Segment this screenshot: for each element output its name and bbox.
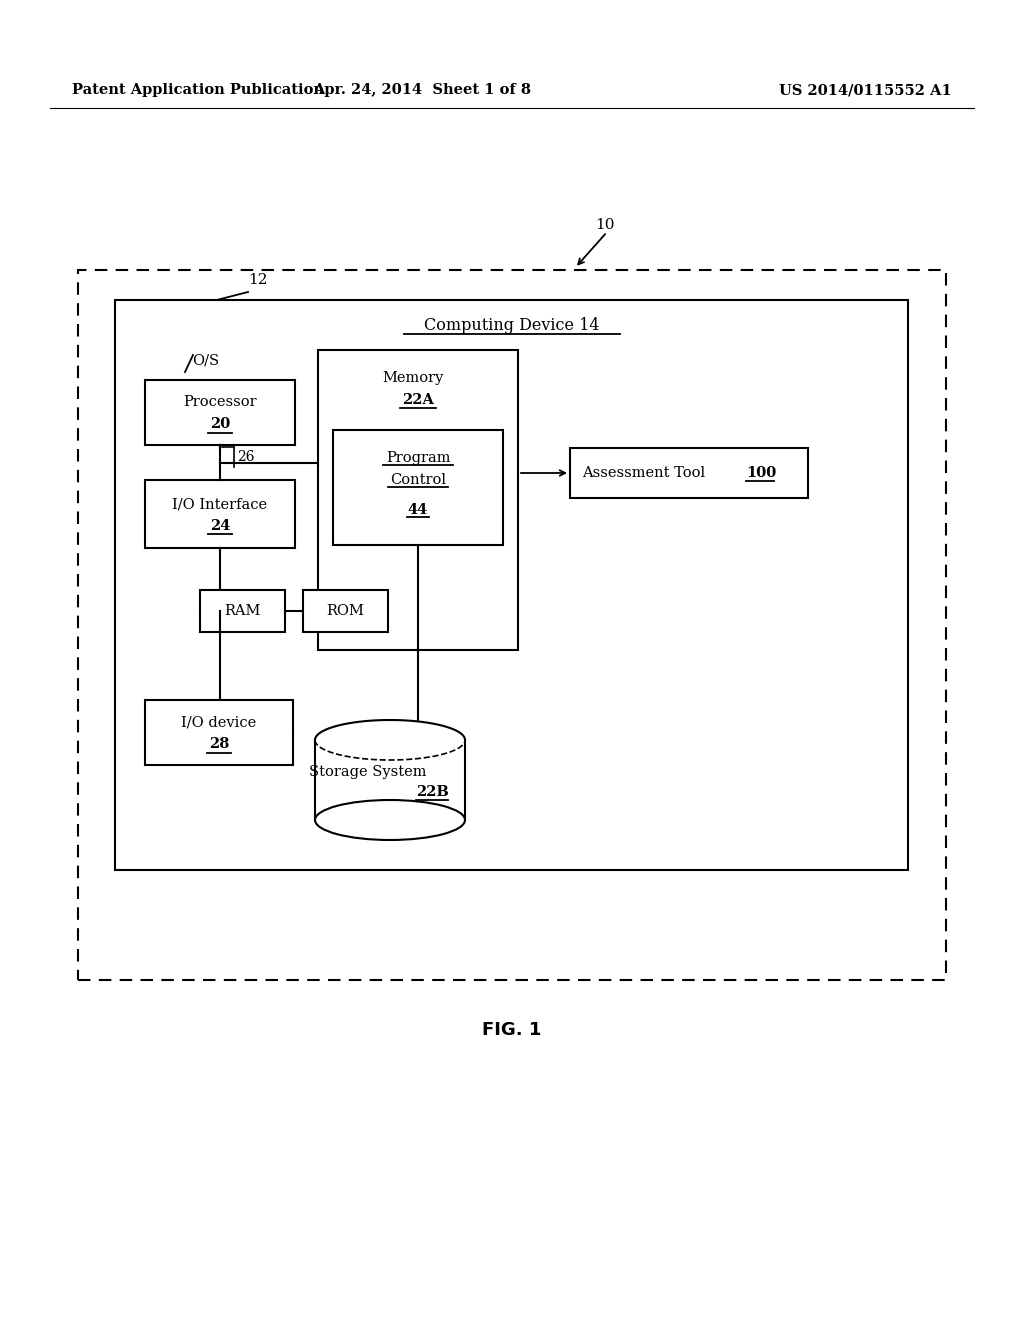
Text: Processor: Processor <box>183 396 257 409</box>
Text: 28: 28 <box>209 738 229 751</box>
Bar <box>78 271 946 979</box>
Text: 44: 44 <box>408 503 428 517</box>
Text: O/S: O/S <box>193 352 219 367</box>
Text: Storage System: Storage System <box>309 766 440 779</box>
Bar <box>303 590 388 632</box>
Bar <box>145 700 293 766</box>
Text: 26: 26 <box>237 450 255 465</box>
Text: I/O device: I/O device <box>181 715 257 730</box>
Text: Memory: Memory <box>382 371 443 385</box>
Text: 22B: 22B <box>416 785 449 799</box>
Text: Apr. 24, 2014  Sheet 1 of 8: Apr. 24, 2014 Sheet 1 of 8 <box>313 83 531 96</box>
Text: ROM: ROM <box>327 605 365 618</box>
Text: Program: Program <box>386 451 451 465</box>
Text: RAM: RAM <box>224 605 261 618</box>
Text: I/O Interface: I/O Interface <box>172 498 267 511</box>
Text: FIG. 1: FIG. 1 <box>482 1020 542 1039</box>
Text: US 2014/0115552 A1: US 2014/0115552 A1 <box>779 83 952 96</box>
Text: 22A: 22A <box>402 393 434 407</box>
Bar <box>333 430 503 545</box>
Bar <box>318 350 518 649</box>
Bar <box>570 447 808 498</box>
Text: 12: 12 <box>248 273 267 286</box>
Bar <box>115 300 908 870</box>
Text: Patent Application Publication: Patent Application Publication <box>72 83 324 96</box>
Text: Control: Control <box>390 473 446 487</box>
Text: 24: 24 <box>210 519 230 533</box>
Text: 100: 100 <box>746 466 776 480</box>
Ellipse shape <box>315 719 465 760</box>
Bar <box>145 480 295 548</box>
Bar <box>145 380 295 445</box>
Text: 20: 20 <box>210 417 230 432</box>
Bar <box>200 590 285 632</box>
Ellipse shape <box>315 800 465 840</box>
Text: Computing Device 14: Computing Device 14 <box>424 318 599 334</box>
Text: Assessment Tool: Assessment Tool <box>582 466 710 480</box>
Text: 10: 10 <box>595 218 614 232</box>
